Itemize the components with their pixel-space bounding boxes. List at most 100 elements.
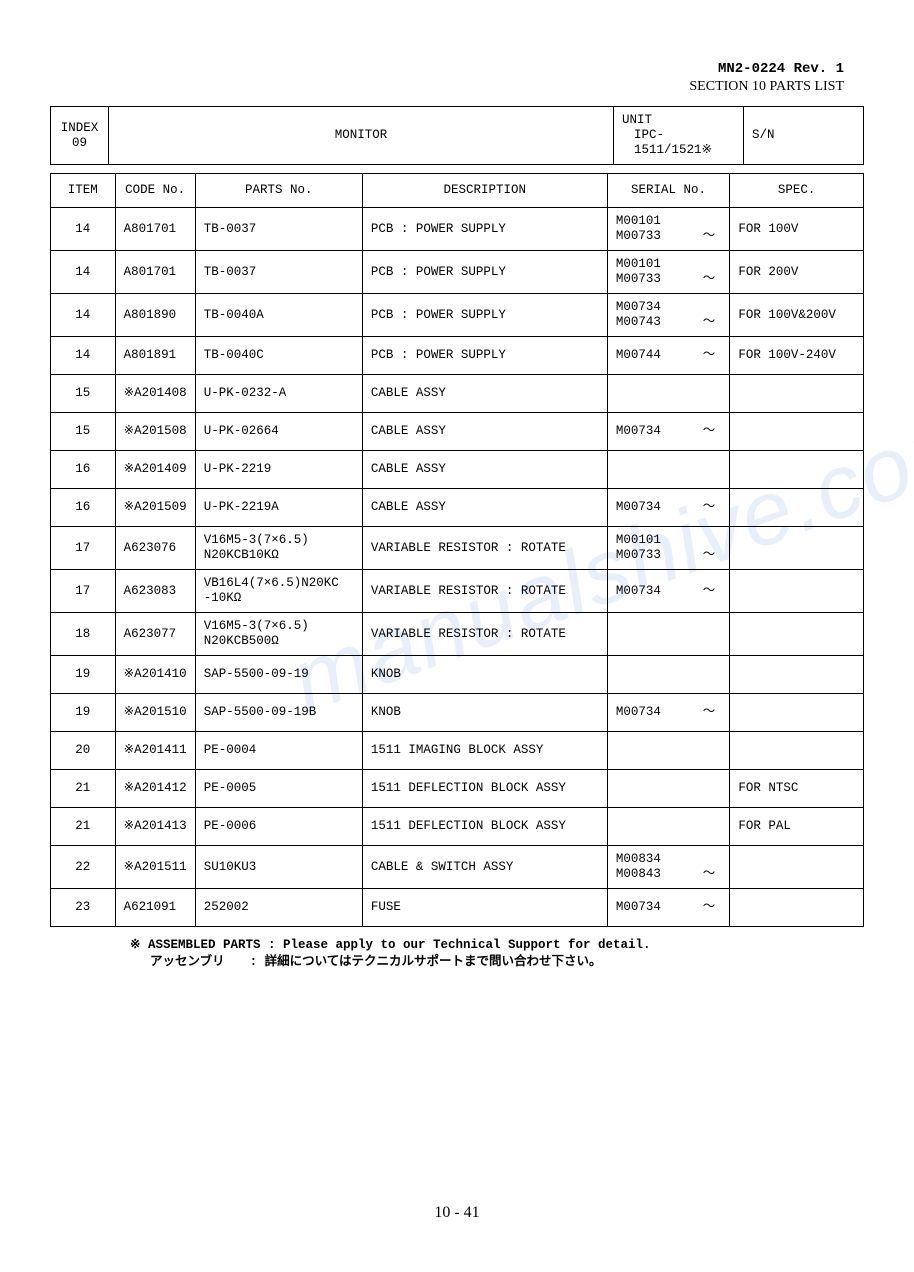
serial-cell — [607, 613, 730, 656]
unit-header: UNIT IPC-1511/1521※ — [614, 107, 744, 165]
table-row: 21※A201413PE-00061511 DEFLECTION BLOCK A… — [51, 808, 864, 846]
unit-value: IPC-1511/1521※ — [622, 128, 735, 158]
table-row: 19※A201410SAP-5500-09-19KNOB — [51, 656, 864, 694]
desc-cell: KNOB — [362, 656, 607, 694]
item-cell: 21 — [51, 808, 116, 846]
spec-cell — [730, 846, 864, 889]
table-row: 21※A201412PE-00051511 DEFLECTION BLOCK A… — [51, 770, 864, 808]
section-line: SECTION 10 PARTS LIST — [50, 78, 844, 96]
parts-cell: PE-0006 — [195, 808, 362, 846]
code-cell: A621091 — [115, 889, 195, 927]
desc-cell: PCB : POWER SUPPLY — [362, 251, 607, 294]
table-row: 14A801701TB-0037PCB : POWER SUPPLYM00101… — [51, 251, 864, 294]
parts-cell: V16M5-3(7×6.5) N20KCB10KΩ — [195, 527, 362, 570]
item-cell: 14 — [51, 294, 116, 337]
spec-cell: FOR 100V&200V — [730, 294, 864, 337]
parts-cell: VB16L4(7×6.5)N20KC -10KΩ — [195, 570, 362, 613]
sn-header: S/N — [744, 107, 864, 165]
spec-cell — [730, 489, 864, 527]
parts-cell: TB-0040C — [195, 337, 362, 375]
spec-cell — [730, 527, 864, 570]
serial-cell: M00101 M00733〜 — [607, 208, 730, 251]
table-row: 20※A201411PE-00041511 IMAGING BLOCK ASSY — [51, 732, 864, 770]
spec-cell — [730, 570, 864, 613]
desc-cell: KNOB — [362, 694, 607, 732]
spec-cell — [730, 613, 864, 656]
serial-cell: M00734〜 — [607, 889, 730, 927]
serial-cell: M00734〜 — [607, 694, 730, 732]
parts-cell: TB-0037 — [195, 251, 362, 294]
document-header: MN2-0224 Rev. 1 SECTION 10 PARTS LIST — [50, 60, 864, 96]
table-row: 17A623076V16M5-3(7×6.5) N20KCB10KΩVARIAB… — [51, 527, 864, 570]
code-cell: ※A201509 — [115, 489, 195, 527]
table-row: 23A621091252002FUSEM00734〜 — [51, 889, 864, 927]
parts-cell: U-PK-02664 — [195, 413, 362, 451]
tilde-icon: 〜 — [703, 424, 722, 439]
col-item: ITEM — [51, 174, 116, 208]
item-cell: 14 — [51, 208, 116, 251]
table-row: 14A801701TB-0037PCB : POWER SUPPLYM00101… — [51, 208, 864, 251]
desc-cell: PCB : POWER SUPPLY — [362, 208, 607, 251]
desc-cell: PCB : POWER SUPPLY — [362, 337, 607, 375]
tilde-icon: 〜 — [703, 500, 722, 515]
serial-cell — [607, 808, 730, 846]
serial-cell: M00101 M00733〜 — [607, 527, 730, 570]
footnote-line2: アッセンブリ : 詳細についてはテクニカルサポートまで問い合わせ下さい。 — [130, 954, 864, 970]
code-cell: ※A201510 — [115, 694, 195, 732]
column-header-row: ITEM CODE No. PARTS No. DESCRIPTION SERI… — [51, 174, 864, 208]
code-cell: A801891 — [115, 337, 195, 375]
col-parts: PARTS No. — [195, 174, 362, 208]
tilde-icon: 〜 — [703, 315, 722, 330]
index-header: INDEX 09 — [51, 107, 109, 165]
tilde-icon: 〜 — [703, 584, 722, 599]
serial-cell: M00734〜 — [607, 489, 730, 527]
parts-cell: V16M5-3(7×6.5) N20KCB500Ω — [195, 613, 362, 656]
col-serial: SERIAL No. — [607, 174, 730, 208]
spec-cell: FOR NTSC — [730, 770, 864, 808]
code-cell: ※A201413 — [115, 808, 195, 846]
table-row: 18A623077V16M5-3(7×6.5) N20KCB500ΩVARIAB… — [51, 613, 864, 656]
item-cell: 19 — [51, 656, 116, 694]
parts-cell: PE-0005 — [195, 770, 362, 808]
tilde-icon: 〜 — [703, 229, 722, 244]
table-row: 22※A201511SU10KU3CABLE & SWITCH ASSYM008… — [51, 846, 864, 889]
spec-cell — [730, 656, 864, 694]
table-row: 14A801890TB-0040APCB : POWER SUPPLYM0073… — [51, 294, 864, 337]
serial-cell: M00734〜 — [607, 570, 730, 613]
spec-cell: FOR 100V-240V — [730, 337, 864, 375]
code-cell: A801890 — [115, 294, 195, 337]
serial-cell — [607, 451, 730, 489]
table-row: 17A623083VB16L4(7×6.5)N20KC -10KΩVARIABL… — [51, 570, 864, 613]
parts-cell: PE-0004 — [195, 732, 362, 770]
spec-cell — [730, 375, 864, 413]
parts-cell: U-PK-0232-A — [195, 375, 362, 413]
code-cell: ※A201508 — [115, 413, 195, 451]
col-spec: SPEC. — [730, 174, 864, 208]
col-code: CODE No. — [115, 174, 195, 208]
unit-label: UNIT — [622, 113, 735, 128]
spec-cell — [730, 732, 864, 770]
desc-cell: CABLE ASSY — [362, 489, 607, 527]
item-cell: 16 — [51, 451, 116, 489]
desc-cell: CABLE ASSY — [362, 413, 607, 451]
header-table: INDEX 09 MONITOR UNIT IPC-1511/1521※ S/N — [50, 106, 864, 165]
table-row: 16※A201509U-PK-2219ACABLE ASSYM00734〜 — [51, 489, 864, 527]
tilde-icon: 〜 — [703, 867, 722, 882]
desc-cell: CABLE & SWITCH ASSY — [362, 846, 607, 889]
desc-cell: CABLE ASSY — [362, 451, 607, 489]
desc-cell: 1511 DEFLECTION BLOCK ASSY — [362, 770, 607, 808]
code-cell: ※A201412 — [115, 770, 195, 808]
parts-cell: TB-0037 — [195, 208, 362, 251]
spec-cell: FOR PAL — [730, 808, 864, 846]
footnote-line1: ※ ASSEMBLED PARTS : Please apply to our … — [130, 937, 864, 953]
item-cell: 14 — [51, 337, 116, 375]
desc-cell: PCB : POWER SUPPLY — [362, 294, 607, 337]
desc-cell: VARIABLE RESISTOR : ROTATE — [362, 613, 607, 656]
tilde-icon: 〜 — [703, 705, 722, 720]
parts-cell: SU10KU3 — [195, 846, 362, 889]
desc-cell: VARIABLE RESISTOR : ROTATE — [362, 527, 607, 570]
col-desc: DESCRIPTION — [362, 174, 607, 208]
serial-cell: M00834 M00843〜 — [607, 846, 730, 889]
item-cell: 15 — [51, 375, 116, 413]
code-cell: ※A201408 — [115, 375, 195, 413]
